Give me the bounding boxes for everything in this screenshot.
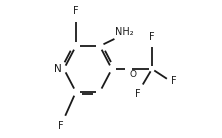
Text: F: F bbox=[149, 32, 155, 42]
Text: F: F bbox=[57, 121, 63, 131]
Text: F: F bbox=[73, 6, 79, 16]
Text: F: F bbox=[135, 89, 140, 99]
Text: NH₂: NH₂ bbox=[115, 27, 134, 37]
Text: N: N bbox=[54, 64, 62, 74]
Text: O: O bbox=[129, 70, 137, 79]
Text: F: F bbox=[171, 76, 177, 86]
